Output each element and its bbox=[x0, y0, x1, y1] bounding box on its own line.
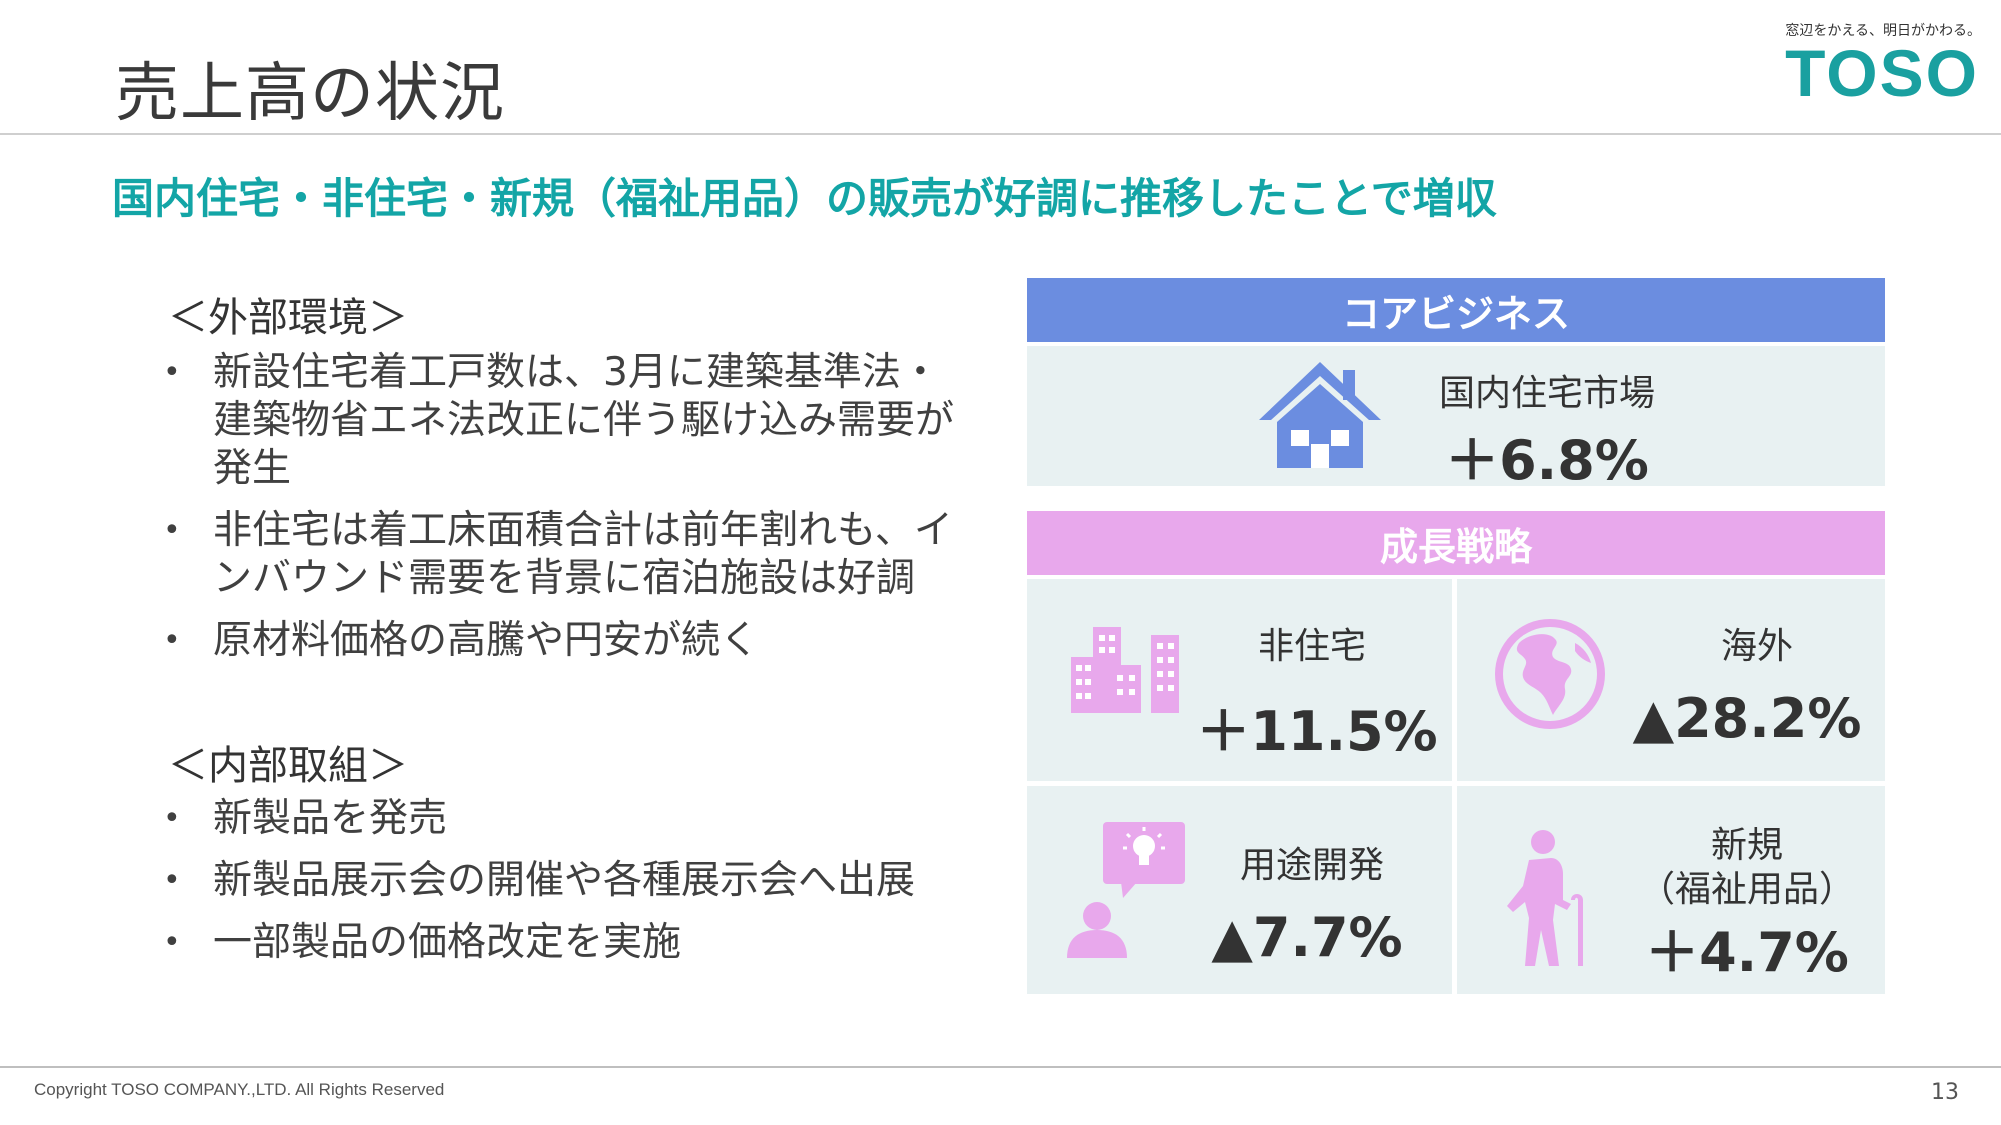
domestic-housing-value: ＋6.8% bbox=[1445, 429, 1649, 492]
bullet-icon: • bbox=[163, 925, 181, 960]
new-uses-cell: 用途開発 ▲7.7% bbox=[1027, 786, 1452, 994]
core-business-cell: 国内住宅市場 ＋6.8% bbox=[1027, 346, 1885, 492]
brand-tagline: 窓辺をかえる、明日がかわる。 bbox=[1785, 23, 1981, 39]
footer-divider bbox=[0, 1066, 2001, 1068]
page-title: 売上高の状況 bbox=[115, 57, 505, 131]
list-item: • 原材料価格の高騰や円安が続く bbox=[163, 618, 760, 663]
list-item: • 新製品を発売 bbox=[163, 796, 448, 841]
bullet-icon: • bbox=[163, 863, 181, 898]
list-item: • 新製品展示会の開催や各種展示会へ出展 bbox=[163, 858, 916, 903]
list-item: • 非住宅は着工床面積合計は前年割れも、インバウンド需要を背景に宿泊施設は好調 bbox=[163, 508, 953, 601]
non-residential-cell: 非住宅 ＋11.5% bbox=[1027, 579, 1452, 781]
page-number: 13 bbox=[1931, 1080, 1959, 1105]
internal-heading: ＜内部取組＞ bbox=[168, 743, 408, 789]
bullet-icon: • bbox=[163, 801, 181, 836]
overseas-cell: 海外 ▲28.2% bbox=[1457, 579, 1885, 781]
toso-logo: TOSO bbox=[1785, 36, 1979, 110]
welfare-products-cell: 新規 （福祉用品） ＋4.7% bbox=[1457, 786, 1885, 994]
non-residential-value: ＋11.5% bbox=[1196, 700, 1438, 763]
header-divider bbox=[0, 133, 2001, 135]
external-bullets: • 新設住宅着工戸数は、3月に建築基準法・建築物省エネ法改正に伴う駆け込み需要が発… bbox=[163, 349, 963, 679]
new-uses-label: 用途開発 bbox=[1239, 845, 1384, 886]
external-heading: ＜外部環境＞ bbox=[168, 295, 408, 341]
buildings-icon bbox=[1071, 627, 1179, 713]
welfare-value: ＋4.7% bbox=[1645, 921, 1849, 984]
overseas-value: ▲28.2% bbox=[1632, 687, 1862, 750]
core-business-band: コアビジネス bbox=[1027, 278, 1885, 342]
bullet-icon: • bbox=[163, 513, 181, 548]
copyright-text: Copyright TOSO COMPANY.,LTD. All Rights … bbox=[34, 1080, 445, 1099]
overseas-label: 海外 bbox=[1720, 626, 1793, 667]
house-icon bbox=[1259, 362, 1381, 468]
non-residential-label: 非住宅 bbox=[1257, 626, 1366, 667]
idea-person-icon bbox=[1067, 822, 1185, 958]
growth-strategy-band: 成長戦略 bbox=[1027, 511, 1885, 575]
globe-icon bbox=[1495, 619, 1605, 729]
internal-bullets: • 新製品を発売 • 新製品展示会の開催や各種展示会へ出展 • 一部製品の価格改定を実… bbox=[163, 795, 963, 981]
domestic-housing-label: 国内住宅市場 bbox=[1438, 373, 1655, 414]
bullet-icon: • bbox=[163, 623, 181, 658]
welfare-label-line1: 新規 bbox=[1710, 825, 1783, 866]
bullet-icon: • bbox=[163, 355, 181, 390]
list-item: • 一部製品の価格改定を実施 bbox=[163, 920, 682, 965]
list-item: • 新設住宅着工戸数は、3月に建築基準法・建築物省エネ法改正に伴う駆け込み需要が発… bbox=[163, 350, 955, 491]
welfare-label-line2: （福祉用品） bbox=[1638, 869, 1855, 910]
elderly-person-icon bbox=[1507, 830, 1583, 966]
new-uses-value: ▲7.7% bbox=[1211, 906, 1403, 969]
slide-subtitle: 国内住宅・非住宅・新規（福祉用品）の販売が好調に推移したことで増収 bbox=[112, 174, 1497, 223]
